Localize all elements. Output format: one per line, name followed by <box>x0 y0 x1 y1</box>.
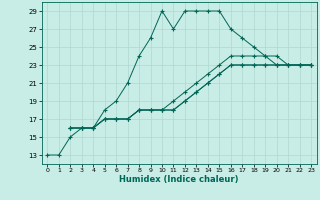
X-axis label: Humidex (Indice chaleur): Humidex (Indice chaleur) <box>119 175 239 184</box>
